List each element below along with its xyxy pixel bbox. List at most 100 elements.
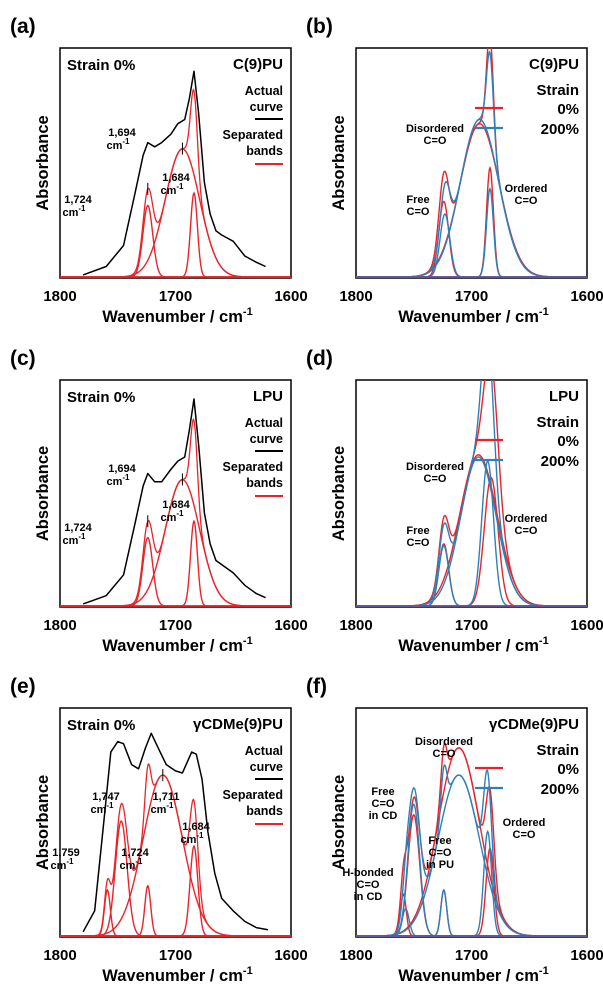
legend-title: Strain (536, 414, 579, 431)
peak-label: 1,694 (108, 127, 136, 139)
legend-0pct-label: 0% (557, 761, 579, 778)
x-tick-label: 1600 (274, 288, 307, 305)
strain-0pct-band-line (356, 543, 587, 607)
strain-0pct-band-line (356, 122, 587, 278)
x-tick-label: 1600 (570, 288, 603, 305)
band-1724-line (60, 204, 291, 278)
peak-label-unit: cm-1 (62, 532, 86, 547)
panel-a: (a) Absorbance 1800 1700 1600 Wavenumber / cm… (10, 15, 308, 326)
x-tick-label: 1600 (570, 617, 603, 634)
legend-title: Strain (536, 742, 579, 759)
y-axis-label: Absorbance (34, 775, 52, 870)
strain-0pct-envelope-line (356, 742, 587, 937)
plot-frame (59, 47, 292, 279)
x-tick-label: 1700 (455, 617, 488, 634)
plot-frame (355, 47, 588, 279)
band-annotation: Disordered (406, 461, 464, 473)
band-annotation: Ordered (505, 513, 548, 525)
peak-label: 1,724 (64, 522, 92, 534)
plot-frame (59, 379, 292, 608)
band-1747-line (60, 820, 291, 937)
peak-label-unit: cm-1 (119, 857, 143, 872)
peak-label-unit: cm-1 (50, 857, 74, 872)
peak-label-unit: cm-1 (150, 801, 174, 816)
strain-0pct-band-line (356, 893, 587, 937)
sample-name: LPU (549, 388, 579, 405)
band-annotation: C=O (407, 537, 430, 549)
band-annotation: H-bonded (342, 867, 393, 879)
band-annotation: Free (406, 194, 429, 206)
x-tick-label: 1700 (455, 947, 488, 964)
band-1684-line (60, 191, 291, 278)
peak-label: 1,711 (153, 791, 180, 803)
band-annotation: Ordered (503, 817, 546, 829)
band-1694-line (60, 148, 291, 278)
peak-label-unit: cm-1 (106, 473, 130, 488)
legend-0pct-label: 0% (557, 433, 579, 450)
strain-200pct-band-line (356, 460, 587, 607)
plot-area (356, 48, 587, 278)
actual-curve-line (82, 732, 269, 933)
x-tick-label: 1600 (274, 617, 307, 634)
band-1724-line (60, 536, 291, 607)
plot-area (356, 742, 587, 937)
panel-label: (c) (10, 347, 36, 370)
peak-label-unit: cm-1 (90, 801, 114, 816)
peak-label: 1,684 (182, 821, 210, 833)
band-annotation: C=O (513, 829, 536, 841)
strain-label: Strain 0% (67, 389, 135, 406)
plot-area (60, 398, 291, 607)
strain-label: Strain 0% (67, 717, 135, 734)
actual-curve-line (82, 398, 266, 605)
x-tick-label: 1700 (159, 617, 192, 634)
x-tick-label: 1800 (43, 288, 76, 305)
band-annotation: C=O (424, 135, 447, 147)
x-axis-label: Wavenumber / cm-1 (102, 635, 252, 655)
legend-bands-label: Separated (223, 788, 283, 802)
x-tick-label: 1800 (339, 288, 372, 305)
peak-label-unit: cm-1 (106, 137, 130, 152)
x-axis-label: Wavenumber / cm-1 (398, 965, 548, 985)
band-annotation: C=O (429, 847, 452, 859)
plot-area (60, 70, 291, 278)
band-annotation: C=O (372, 798, 395, 810)
panel-label: (d) (306, 347, 333, 370)
y-axis-label: Absorbance (330, 775, 348, 870)
actual-curve-line (82, 70, 266, 276)
plot-area (356, 380, 587, 607)
panel-d: (d) Absorbance 1800 1700 1600 Wavenumber / cm… (306, 347, 603, 655)
band-annotation: in PU (426, 859, 454, 871)
band-1684-line (60, 844, 291, 937)
y-axis-label: Absorbance (34, 115, 52, 210)
legend-bands-label: bands (246, 476, 283, 490)
band-annotation: C=O (515, 195, 538, 207)
strain-200pct-band-line (356, 829, 587, 937)
plot-area (60, 732, 291, 937)
panel-f: (f) Absorbance 1800 1700 1600 Wavenumber / cm… (306, 675, 603, 985)
x-tick-label: 1700 (159, 288, 192, 305)
band-annotation: C=O (357, 879, 380, 891)
legend-0pct-label: 0% (557, 101, 579, 118)
legend-bands-label: bands (246, 804, 283, 818)
strain-0pct-band-line (356, 747, 587, 937)
peak-label-unit: cm-1 (160, 509, 184, 524)
band-annotation: in CD (369, 810, 398, 822)
legend-actual-label: Actual (245, 744, 283, 758)
band-annotation: Free (428, 835, 451, 847)
band-annotation: Disordered (415, 736, 473, 748)
x-tick-label: 1800 (339, 617, 372, 634)
x-tick-label: 1600 (274, 947, 307, 964)
x-axis-label: Wavenumber / cm-1 (102, 306, 252, 326)
peak-label: 1,747 (92, 791, 120, 803)
panel-label: (a) (10, 15, 36, 38)
strain-200pct-band-line (356, 888, 587, 937)
peak-label: 1,759 (52, 847, 80, 859)
y-axis-label: Absorbance (330, 446, 348, 541)
panel-label: (b) (306, 15, 333, 38)
panel-b: (b) Absorbance 1800 1700 1600 Wavenumber / cm… (306, 15, 603, 326)
x-tick-label: 1800 (43, 617, 76, 634)
legend-200pct-label: 200% (541, 781, 579, 798)
x-axis-label: Wavenumber / cm-1 (398, 635, 548, 655)
legend-title: Strain (536, 82, 579, 99)
